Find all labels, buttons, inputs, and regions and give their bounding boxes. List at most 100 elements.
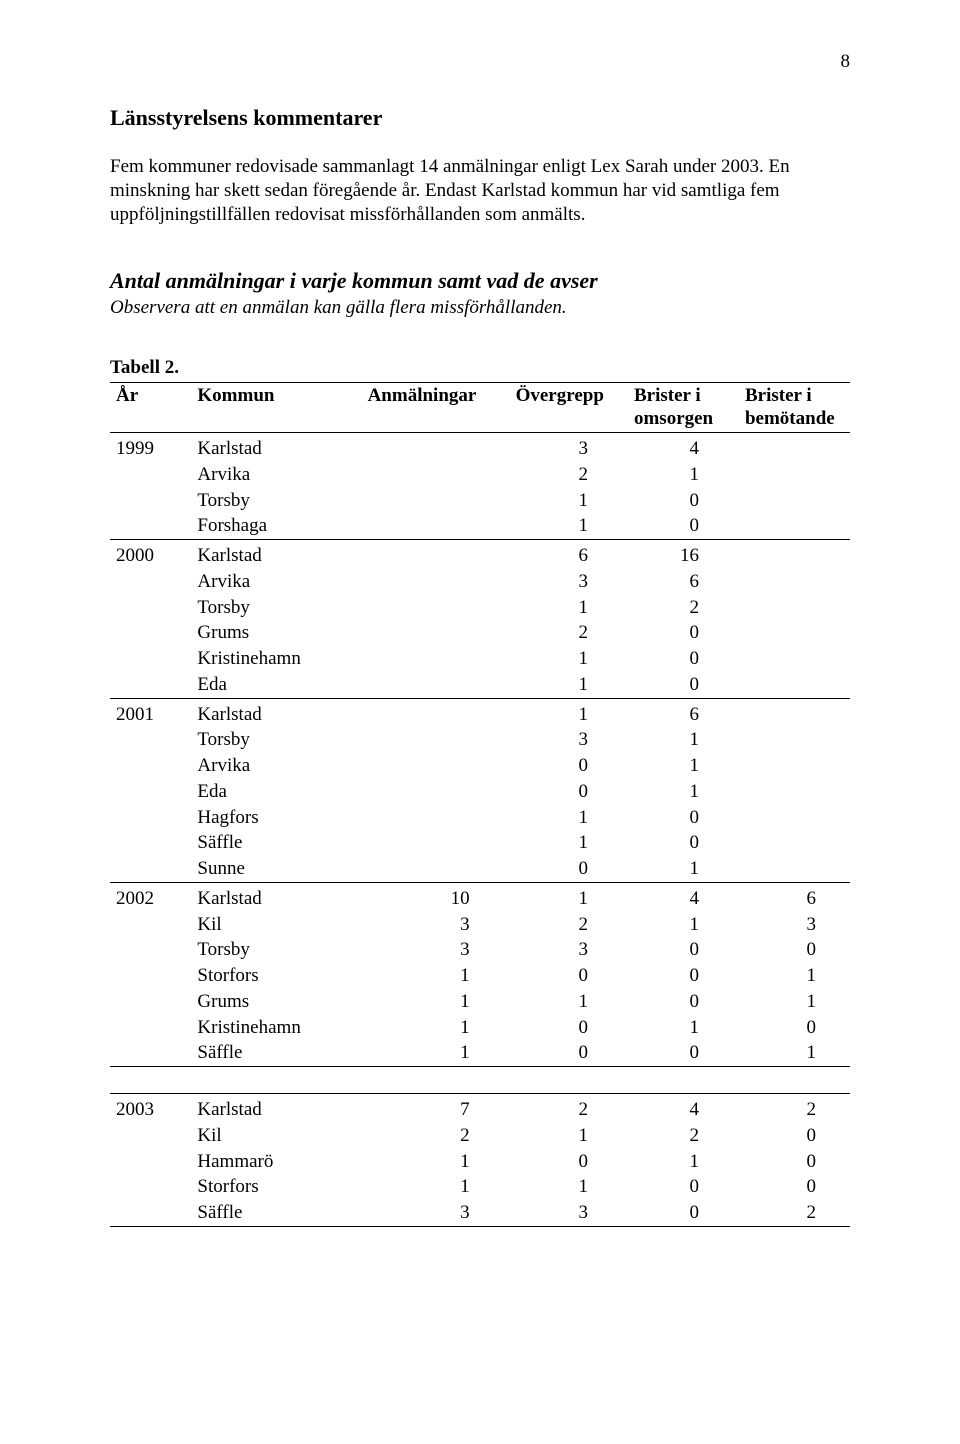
cell-bri2: 6 (739, 882, 850, 911)
cell-bri1: 1 (628, 1015, 739, 1041)
cell-over: 2 (510, 912, 628, 938)
cell-kommun: Torsby (191, 937, 361, 963)
cell-bri1: 4 (628, 433, 739, 462)
cell-bri1: 0 (628, 963, 739, 989)
cell-bri1: 1 (628, 779, 739, 805)
cell-anm (362, 805, 510, 831)
cell-anm (362, 727, 510, 753)
cell-anm: 1 (362, 1040, 510, 1066)
col-year: År (110, 382, 191, 433)
cell-kommun: Eda (191, 779, 361, 805)
cell-over: 0 (510, 963, 628, 989)
cell-bri1: 0 (628, 989, 739, 1015)
table-row: Grums1101 (110, 989, 850, 1015)
table-row: Kristinehamn10 (110, 646, 850, 672)
cell-kommun: Arvika (191, 462, 361, 488)
cell-bri2 (739, 779, 850, 805)
cell-bri2 (739, 727, 850, 753)
cell-bri1: 0 (628, 937, 739, 963)
table-row: 2000Karlstad616 (110, 540, 850, 569)
cell-anm: 3 (362, 912, 510, 938)
cell-year (110, 989, 191, 1015)
cell-anm (362, 462, 510, 488)
cell-bri2 (739, 569, 850, 595)
cell-kommun: Säffle (191, 830, 361, 856)
cell-anm (362, 540, 510, 569)
cell-anm (362, 753, 510, 779)
cell-bri1: 0 (628, 1200, 739, 1226)
cell-year (110, 805, 191, 831)
cell-year: 2003 (110, 1094, 191, 1123)
table-row: Hagfors10 (110, 805, 850, 831)
cell-year (110, 727, 191, 753)
cell-year: 2001 (110, 698, 191, 727)
table-row: Kil3213 (110, 912, 850, 938)
cell-year (110, 488, 191, 514)
section-subtitle: Observera att en anmälan kan gälla flera… (110, 296, 850, 320)
cell-over: 1 (510, 989, 628, 1015)
cell-year: 2000 (110, 540, 191, 569)
cell-bri2 (739, 672, 850, 698)
cell-anm (362, 433, 510, 462)
cell-bri2 (739, 540, 850, 569)
section-title: Antal anmälningar i varje kommun samt va… (110, 267, 850, 295)
cell-over: 0 (510, 753, 628, 779)
col-bri2-l2: bemötande (745, 408, 835, 429)
cell-anm: 1 (362, 1015, 510, 1041)
cell-over: 1 (510, 830, 628, 856)
cell-kommun: Hagfors (191, 805, 361, 831)
cell-anm (362, 830, 510, 856)
cell-kommun: Torsby (191, 727, 361, 753)
cell-over: 3 (510, 1200, 628, 1226)
cell-bri1: 1 (628, 912, 739, 938)
cell-anm: 10 (362, 882, 510, 911)
cell-bri1: 2 (628, 595, 739, 621)
table-row: Torsby12 (110, 595, 850, 621)
cell-kommun: Kristinehamn (191, 646, 361, 672)
cell-bri1: 1 (628, 1149, 739, 1175)
cell-bri2: 0 (739, 1015, 850, 1041)
cell-anm: 3 (362, 1200, 510, 1226)
cell-anm (362, 856, 510, 882)
cell-bri2: 1 (739, 963, 850, 989)
cell-kommun: Kil (191, 1123, 361, 1149)
cell-bri2 (739, 513, 850, 539)
cell-bri2 (739, 488, 850, 514)
cell-over: 0 (510, 779, 628, 805)
table-row: Sunne01 (110, 856, 850, 882)
cell-bri1: 16 (628, 540, 739, 569)
table-row: Arvika01 (110, 753, 850, 779)
cell-year (110, 753, 191, 779)
cell-anm: 7 (362, 1094, 510, 1123)
cell-year: 2002 (110, 882, 191, 911)
cell-bri1: 4 (628, 1094, 739, 1123)
cell-bri2 (739, 595, 850, 621)
cell-kommun: Karlstad (191, 540, 361, 569)
cell-bri1: 0 (628, 620, 739, 646)
cell-over: 0 (510, 1040, 628, 1066)
cell-kommun: Storfors (191, 963, 361, 989)
cell-kommun: Karlstad (191, 1094, 361, 1123)
cell-bri2 (739, 805, 850, 831)
cell-bri2: 0 (739, 1149, 850, 1175)
cell-over: 1 (510, 1123, 628, 1149)
cell-year (110, 830, 191, 856)
table-row: 1999Karlstad34 (110, 433, 850, 462)
cell-year (110, 912, 191, 938)
cell-kommun: Karlstad (191, 698, 361, 727)
cell-over: 3 (510, 937, 628, 963)
cell-bri1: 0 (628, 513, 739, 539)
cell-bri2: 2 (739, 1094, 850, 1123)
table-row: Torsby3300 (110, 937, 850, 963)
cell-bri1: 0 (628, 672, 739, 698)
table-row: Storfors1001 (110, 963, 850, 989)
cell-bri1: 4 (628, 882, 739, 911)
cell-anm (362, 513, 510, 539)
cell-bri2 (739, 620, 850, 646)
cell-kommun: Kil (191, 912, 361, 938)
cell-anm (362, 698, 510, 727)
table-row: 2002Karlstad10146 (110, 882, 850, 911)
cell-kommun: Karlstad (191, 433, 361, 462)
cell-over: 0 (510, 856, 628, 882)
cell-over: 2 (510, 1094, 628, 1123)
